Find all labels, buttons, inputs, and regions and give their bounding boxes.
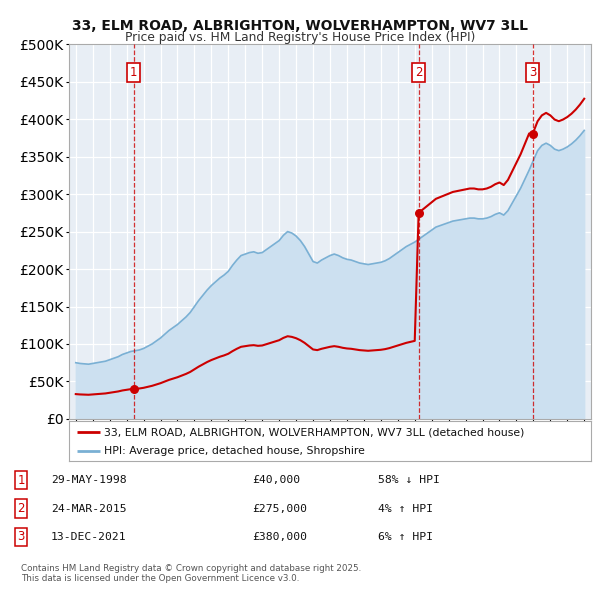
- Point: [528, 129, 538, 139]
- Text: 1: 1: [17, 474, 25, 487]
- Text: 1: 1: [130, 66, 137, 79]
- Text: 3: 3: [17, 530, 25, 543]
- Text: 33, ELM ROAD, ALBRIGHTON, WOLVERHAMPTON, WV7 3LL: 33, ELM ROAD, ALBRIGHTON, WOLVERHAMPTON,…: [72, 19, 528, 33]
- Text: HPI: Average price, detached house, Shropshire: HPI: Average price, detached house, Shro…: [104, 447, 365, 456]
- Text: Contains HM Land Registry data © Crown copyright and database right 2025.
This d: Contains HM Land Registry data © Crown c…: [21, 563, 361, 583]
- Text: 2: 2: [415, 66, 422, 79]
- Text: 3: 3: [529, 66, 536, 79]
- Text: Price paid vs. HM Land Registry's House Price Index (HPI): Price paid vs. HM Land Registry's House …: [125, 31, 475, 44]
- Text: 13-DEC-2021: 13-DEC-2021: [51, 532, 127, 542]
- Text: 58% ↓ HPI: 58% ↓ HPI: [378, 476, 440, 485]
- Point: [129, 384, 139, 394]
- Text: 6% ↑ HPI: 6% ↑ HPI: [378, 532, 433, 542]
- Text: 24-MAR-2015: 24-MAR-2015: [51, 504, 127, 513]
- Text: £380,000: £380,000: [252, 532, 307, 542]
- Text: £275,000: £275,000: [252, 504, 307, 513]
- Text: 29-MAY-1998: 29-MAY-1998: [51, 476, 127, 485]
- Text: £40,000: £40,000: [252, 476, 300, 485]
- Point: [414, 208, 424, 218]
- Text: 33, ELM ROAD, ALBRIGHTON, WOLVERHAMPTON, WV7 3LL (detached house): 33, ELM ROAD, ALBRIGHTON, WOLVERHAMPTON,…: [104, 428, 525, 438]
- Text: 2: 2: [17, 502, 25, 515]
- Text: 4% ↑ HPI: 4% ↑ HPI: [378, 504, 433, 513]
